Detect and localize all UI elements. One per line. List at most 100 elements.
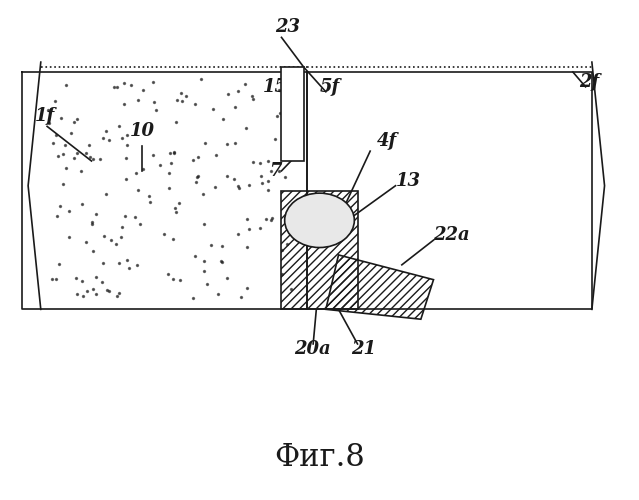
Point [50,98,60,106]
Point [112,83,123,91]
Point [51,132,61,140]
Point [64,233,74,241]
Point [199,257,209,265]
Point [65,207,75,215]
Point [84,142,95,150]
Point [88,286,98,294]
Point [158,230,169,238]
Point [98,134,109,142]
Point [188,156,198,164]
Point [119,212,130,220]
Point [69,154,79,162]
Point [151,106,161,114]
Point [172,96,182,104]
Point [123,256,133,264]
Text: 23: 23 [275,18,300,36]
Point [169,149,179,157]
Point [68,118,79,126]
Point [163,270,173,278]
Point [190,178,201,186]
Text: 1f: 1f [35,108,55,126]
Point [249,158,259,166]
Point [166,160,176,168]
Point [174,199,185,207]
Point [192,174,203,182]
Point [101,127,111,135]
Point [282,96,292,104]
Point [77,276,87,284]
Point [286,106,296,114]
Point [55,202,65,210]
Point [168,235,178,243]
Point [122,130,132,138]
Point [242,216,252,224]
Point [230,102,240,110]
Point [46,105,56,113]
Point [50,274,61,282]
Point [135,220,145,228]
Text: 21: 21 [351,340,376,358]
Point [72,116,82,124]
Text: 15c: 15c [263,78,298,96]
Point [130,168,141,176]
Point [72,290,82,298]
Point [199,267,209,275]
Point [119,79,129,87]
Point [133,186,143,194]
Point [263,157,273,165]
Point [263,177,273,185]
Point [233,182,243,190]
Point [137,165,148,173]
Point [76,168,86,175]
Point [114,260,125,268]
Point [119,100,129,108]
Point [111,240,121,248]
Text: 20a: 20a [294,340,331,358]
Point [171,118,181,126]
Point [95,154,105,162]
Point [124,264,134,272]
Point [88,218,98,226]
Point [244,180,254,188]
Point [82,287,92,295]
Point [164,184,174,192]
Point [49,140,59,147]
Point [66,130,76,138]
Text: 5f: 5f [320,78,340,96]
Point [233,87,243,95]
Point [255,224,265,232]
Point [97,278,107,286]
Point [43,106,54,114]
Point [60,140,70,148]
Point [170,204,180,212]
Point [148,151,158,159]
Point [125,82,135,90]
Point [272,112,282,120]
Point [216,257,226,265]
Point [280,173,290,181]
Point [198,190,208,198]
Point [47,274,58,282]
Point [145,198,155,206]
Point [71,274,81,282]
Text: 4f: 4f [376,132,397,150]
Circle shape [284,193,355,248]
Text: 2f: 2f [579,73,599,91]
Point [88,248,98,256]
Point [58,150,68,158]
Point [91,290,101,298]
Point [181,92,191,100]
Point [104,288,114,296]
Point [175,276,185,284]
Point [116,233,127,241]
Point [201,280,212,287]
Point [229,174,239,182]
Point [282,118,292,126]
Point [281,137,291,145]
Point [72,149,82,157]
Point [261,216,272,224]
Point [130,213,141,221]
Point [247,92,257,100]
Text: 10: 10 [130,122,155,140]
Point [53,152,63,160]
